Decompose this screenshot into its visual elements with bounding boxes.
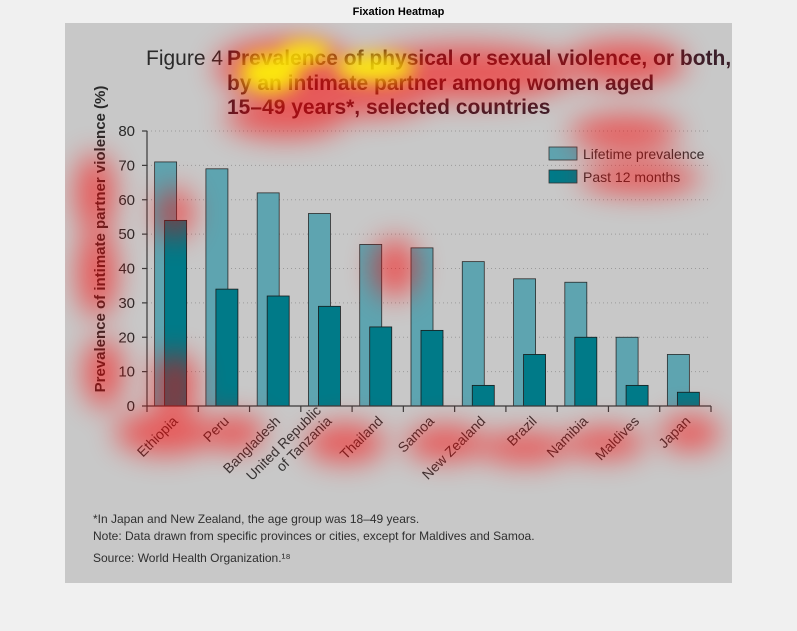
- figure-panel: Figure 4 Prevalence of physical or sexua…: [65, 23, 732, 583]
- y-tick-label: 50: [118, 226, 135, 243]
- x-tick-label: Samoa: [394, 413, 437, 456]
- legend-swatch-past12: [548, 169, 578, 184]
- y-tick-labels: 0 10 20 30 40 50 60 70 80: [118, 123, 135, 415]
- figure-label: Figure 4: [146, 47, 223, 70]
- chart-title-line-2: by an intimate partner among women aged: [227, 72, 654, 95]
- y-tick-label: 60: [118, 192, 135, 209]
- x-tick-label: Peru: [200, 413, 232, 445]
- legend-label-past12: Past 12 months: [583, 169, 680, 185]
- legend-label-lifetime: Lifetime prevalence: [583, 146, 705, 162]
- axes: [142, 130, 712, 412]
- x-tick-label: Thailand: [337, 413, 386, 462]
- footnote-age-group: *In Japan and New Zealand, the age group…: [93, 512, 419, 526]
- bar-past12: [369, 326, 393, 407]
- window-title: Fixation Heatmap: [352, 6, 445, 18]
- chart-title-line-3: 15–49 years*, selected countries: [227, 96, 550, 119]
- bar-past12: [676, 391, 700, 407]
- legend: Lifetime prevalence Past 12 months: [548, 146, 705, 185]
- footnote-source: Source: World Health Organization.¹⁸: [93, 551, 291, 565]
- chart-svg: Figure 4 Prevalence of physical or sexua…: [92, 47, 731, 565]
- bar-past12: [523, 354, 546, 407]
- bar-past12: [625, 384, 649, 407]
- y-tick-label: 10: [118, 364, 135, 381]
- x-tick-label: Maldives: [592, 413, 642, 463]
- x-tick-label: Ethiopia: [134, 413, 181, 460]
- bar-past12: [574, 336, 598, 407]
- y-axis-label: Prevalence of intimate partner violence …: [92, 86, 109, 393]
- bar-lifetime: [461, 261, 485, 407]
- y-tick-label: 0: [127, 398, 135, 415]
- y-tick-label: 40: [118, 261, 135, 278]
- bars: [154, 161, 700, 407]
- bar-past12: [318, 305, 341, 407]
- legend-swatch-lifetime: [548, 146, 578, 161]
- bar-past12: [215, 288, 239, 407]
- y-tick-label: 70: [118, 157, 135, 174]
- bar-past12: [164, 219, 188, 407]
- x-tick-label: Namibia: [543, 413, 591, 461]
- y-tick-label: 30: [118, 295, 135, 312]
- y-tick-label: 80: [118, 123, 135, 140]
- chart-title-line-1: Prevalence of physical or sexual violenc…: [227, 47, 731, 70]
- x-tick-label: Japan: [655, 413, 693, 451]
- bar-past12: [471, 384, 495, 407]
- bar-past12: [266, 295, 290, 407]
- footnote-data-note: Note: Data drawn from specific provinces…: [93, 529, 535, 543]
- bar-past12: [420, 329, 444, 407]
- x-tick-label: Brazil: [504, 413, 540, 449]
- y-tick-label: 20: [118, 329, 135, 346]
